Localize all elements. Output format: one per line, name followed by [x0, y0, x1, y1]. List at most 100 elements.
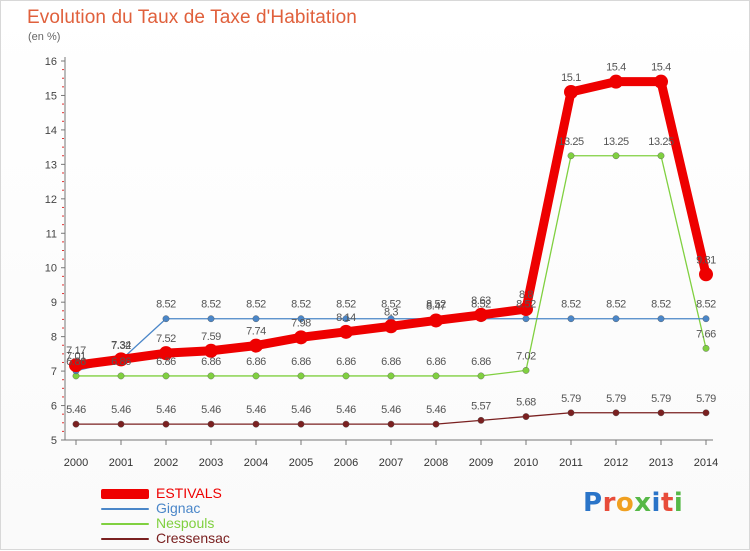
y-tick-label: 9: [51, 297, 57, 309]
data-label: 7.32: [111, 340, 131, 352]
x-tick-label: 2004: [244, 457, 268, 469]
series-point-nespouls: [297, 372, 305, 380]
data-label: 8.52: [471, 299, 491, 311]
series-point-gignac: [342, 315, 350, 323]
data-label: 6.86: [291, 356, 311, 368]
x-tick-label: 2009: [469, 457, 493, 469]
data-label: 8.52: [606, 299, 626, 311]
series-point-estivals: [339, 324, 353, 339]
data-label: 7.98: [291, 317, 311, 329]
data-label: 5.46: [291, 404, 311, 416]
data-label: 13.25: [648, 136, 674, 148]
series-point-cressensac: [252, 420, 260, 428]
series-point-cressensac: [387, 420, 395, 428]
y-tick-label: 7: [51, 366, 57, 378]
series-point-nespouls: [432, 372, 440, 380]
y-tick-label: 16: [45, 56, 57, 68]
data-label: 7.66: [696, 328, 716, 340]
y-tick-label: 10: [45, 263, 57, 275]
data-label: 5.46: [426, 404, 446, 416]
legend-swatch: [101, 523, 149, 525]
series-point-nespouls: [702, 344, 710, 352]
data-label: 8.47: [426, 300, 446, 312]
data-label: 13.25: [603, 136, 629, 148]
y-tick-label: 5: [51, 435, 57, 447]
x-tick-label: 2006: [334, 457, 358, 469]
series-point-nespouls: [342, 372, 350, 380]
x-tick-label: 2002: [154, 457, 178, 469]
series-point-nespouls: [657, 152, 665, 160]
data-label: 6.86: [426, 356, 446, 368]
legend-label: Cressensac: [156, 530, 230, 546]
data-label: 8.52: [561, 299, 581, 311]
series-point-estivals: [69, 358, 83, 373]
data-label: 7.17: [66, 345, 86, 357]
series-point-estivals: [474, 307, 488, 322]
legend-label: Gignac: [156, 500, 201, 516]
series-point-cressensac: [477, 416, 485, 424]
data-label: 7.52: [156, 333, 176, 345]
series-point-nespouls: [387, 372, 395, 380]
data-label: 8.8: [519, 289, 533, 301]
x-tick-label: 2011: [559, 457, 583, 469]
y-tick-label: 6: [51, 401, 57, 413]
data-label: 8.52: [516, 299, 536, 311]
legend-swatch: [101, 538, 149, 540]
data-label: 5.46: [336, 404, 356, 416]
x-tick-label: 2003: [199, 457, 223, 469]
x-tick-label: 2008: [424, 457, 448, 469]
series-point-gignac: [612, 315, 620, 323]
x-tick-label: 2000: [64, 457, 88, 469]
data-label: 8.3: [384, 306, 398, 318]
series-point-nespouls: [612, 152, 620, 160]
data-label: 8.52: [291, 299, 311, 311]
series-point-gignac: [657, 315, 665, 323]
data-label: 8.14: [336, 312, 356, 324]
series-point-cressensac: [567, 409, 575, 417]
series-point-cressensac: [117, 420, 125, 428]
series-point-estivals: [519, 302, 533, 317]
series-point-estivals: [249, 338, 263, 353]
data-label: 5.46: [246, 404, 266, 416]
data-label: 8.52: [201, 299, 221, 311]
series-point-nespouls: [252, 372, 260, 380]
data-label: 13.25: [558, 136, 584, 148]
series-point-cressensac: [522, 413, 530, 420]
data-label: 8.52: [426, 299, 446, 311]
data-label: 6.86: [201, 356, 221, 368]
series-layer: [69, 74, 713, 428]
x-tick-label: 2010: [514, 457, 538, 469]
y-tick-label: 14: [45, 125, 57, 137]
data-label: 7.74: [246, 326, 266, 338]
data-label: 6.86: [471, 356, 491, 368]
x-tick-label: 2005: [289, 457, 313, 469]
series-point-cressensac: [72, 420, 80, 428]
data-label: 5.79: [651, 393, 671, 405]
series-point-nespouls: [522, 367, 530, 374]
x-tick-label: 2012: [604, 457, 628, 469]
data-label-layer: 5.46 5.46 5.46 5.46 5.46 5.46 5.46 5.46 5.46 5.57…: [66, 62, 716, 416]
series-point-gignac: [252, 315, 260, 323]
y-tick-label: 13: [45, 159, 57, 171]
data-label: 7.01: [66, 351, 86, 363]
data-label: 6.86: [381, 356, 401, 368]
x-tick-label: 2014: [694, 457, 718, 469]
legend-swatch: [101, 508, 149, 510]
data-label: 6.86: [111, 356, 131, 368]
data-label: 5.46: [201, 404, 221, 416]
data-label: 6.86: [156, 356, 176, 368]
series-point-nespouls: [207, 372, 215, 380]
data-label: 8.52: [696, 299, 716, 311]
data-label: 5.46: [156, 404, 176, 416]
series-point-cressensac: [342, 420, 350, 428]
data-label: 6.86: [246, 356, 266, 368]
series-point-estivals: [699, 267, 713, 282]
data-label: 6.86: [336, 356, 356, 368]
series-point-cressensac: [657, 409, 665, 417]
proxiti-logo: Proxiti: [583, 488, 684, 518]
data-label: 7.34: [111, 339, 131, 351]
legend-label: ESTIVALS: [156, 485, 222, 501]
y-tick-label: 12: [45, 194, 57, 206]
